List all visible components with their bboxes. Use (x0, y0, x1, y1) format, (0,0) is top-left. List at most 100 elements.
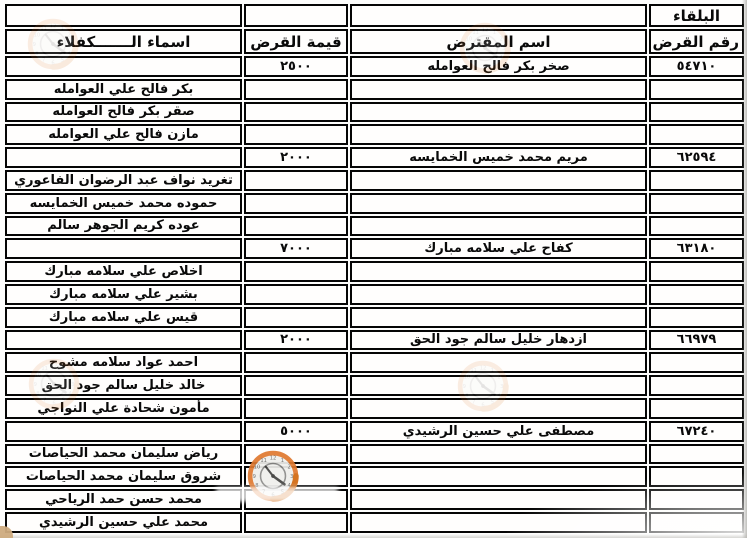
amount-cell (244, 511, 348, 533)
amount-cell: ٥٠٠٠ (244, 420, 348, 442)
amount-cell (244, 352, 348, 374)
loan-number-cell: ٥٤٧١٠ (649, 56, 744, 77)
borrower-cell (350, 101, 647, 123)
table-row: تغريد نواف عبد الرضوان الفاعوري (5, 169, 744, 191)
guarantor-cell (5, 329, 242, 351)
table-row: بكر فالح علي العوامله (5, 78, 744, 100)
borrower-cell (350, 397, 647, 419)
loan-number-cell (649, 124, 744, 146)
amount-cell (244, 306, 348, 328)
table-row: رياض سليمان محمد الحياصات (5, 443, 744, 465)
borrower-cell: مريم محمد خميس الخمايسه (350, 147, 647, 168)
table-row: عوده كريم الجوهر سالم (5, 215, 744, 237)
column-header-amount: قيمة القرض (244, 29, 348, 54)
loan-number-cell (649, 101, 744, 123)
borrower-cell (350, 261, 647, 282)
borrower-cell (350, 192, 647, 214)
table-row: خالد خليل سالم جود الحق (5, 375, 744, 396)
guarantor-cell: احمد عواد سلامه مشوح (5, 352, 242, 374)
amount-cell (244, 397, 348, 419)
empty-cell (244, 4, 348, 27)
guarantor-cell: قيس علي سلامه مبارك (5, 306, 242, 328)
loan-number-cell (649, 375, 744, 396)
amount-cell (244, 466, 348, 488)
loan-number-cell (649, 192, 744, 214)
empty-cell (350, 4, 647, 27)
table-row: البلقاء (5, 4, 744, 27)
loan-number-cell (649, 261, 744, 282)
borrower-cell: ازدهار خليل سالم جود الحق (350, 329, 647, 351)
table-row: شروق سليمان محمد الحياصات (5, 466, 744, 488)
amount-cell: ٢٠٠٠ (244, 147, 348, 168)
borrower-cell (350, 375, 647, 396)
amount-cell (244, 78, 348, 100)
table-header-row: رقم القرض اسم المقترض قيمة القرض اسماء ا… (5, 29, 744, 54)
borrower-cell (350, 352, 647, 374)
borrower-cell (350, 443, 647, 465)
table-row: اخلاص علي سلامه مبارك (5, 261, 744, 282)
region-header-cell: البلقاء (649, 4, 744, 27)
guarantor-cell: عوده كريم الجوهر سالم (5, 215, 242, 237)
guarantor-cell: تغريد نواف عبد الرضوان الفاعوري (5, 169, 242, 191)
loan-number-cell (649, 397, 744, 419)
table-row: حموده محمد خميس الخمايسه (5, 192, 744, 214)
amount-cell: ٢٠٠٠ (244, 329, 348, 351)
table-row: ٦٢٥٩٤ مريم محمد خميس الخمايسه ٢٠٠٠ (5, 147, 744, 168)
guarantor-cell: محمد حسن حمد الرياحي (5, 489, 242, 510)
loan-number-cell (649, 466, 744, 488)
guarantor-cell: خالد خليل سالم جود الحق (5, 375, 242, 396)
borrower-cell: مصطفى علي حسين الرشيدي (350, 420, 647, 442)
amount-cell (244, 169, 348, 191)
amount-cell: ٢٥٠٠ (244, 56, 348, 77)
table-row: محمد حسن حمد الرياحي (5, 489, 744, 510)
guarantor-cell: بكر فالح علي العوامله (5, 78, 242, 100)
amount-cell (244, 101, 348, 123)
amount-cell (244, 375, 348, 396)
guarantor-cell: شروق سليمان محمد الحياصات (5, 466, 242, 488)
table-row: مازن فالح علي العوامله (5, 124, 744, 146)
loan-number-cell (649, 352, 744, 374)
guarantor-cell: رياض سليمان محمد الحياصات (5, 443, 242, 465)
borrower-cell: صخر بكر فالح العوامله (350, 56, 647, 77)
guarantor-cell: صقر بكر فالح العوامله (5, 101, 242, 123)
table-row: قيس علي سلامه مبارك (5, 306, 744, 328)
loan-number-cell (649, 306, 744, 328)
amount-cell (244, 261, 348, 282)
guarantor-cell (5, 238, 242, 260)
borrower-cell: كفاح علي سلامه مبارك (350, 238, 647, 260)
borrower-cell (350, 283, 647, 305)
loan-number-cell (649, 511, 744, 533)
table-row: مأمون شحادة علي النواجي (5, 397, 744, 419)
loan-number-cell: ٦٦٩٧٩ (649, 329, 744, 351)
loan-number-cell (649, 443, 744, 465)
amount-cell (244, 443, 348, 465)
borrower-cell (350, 511, 647, 533)
table-row: ٦٦٩٧٩ ازدهار خليل سالم جود الحق ٢٠٠٠ (5, 329, 744, 351)
loan-number-cell (649, 489, 744, 510)
amount-cell: ٧٠٠٠ (244, 238, 348, 260)
amount-cell (244, 124, 348, 146)
guarantor-cell (5, 147, 242, 168)
guarantor-cell (5, 420, 242, 442)
table-row: ٦٧٢٤٠ مصطفى علي حسين الرشيدي ٥٠٠٠ (5, 420, 744, 442)
borrower-cell (350, 489, 647, 510)
column-header-loan-number: رقم القرض (649, 29, 744, 54)
loan-number-cell: ٦٣١٨٠ (649, 238, 744, 260)
amount-cell (244, 192, 348, 214)
column-header-borrower: اسم المقترض (350, 29, 647, 54)
borrower-cell (350, 169, 647, 191)
table-row: احمد عواد سلامه مشوح (5, 352, 744, 374)
loans-table: البلقاء رقم القرض اسم المقترض قيمة القرض… (3, 2, 746, 535)
borrower-cell (350, 306, 647, 328)
guarantor-cell: بشير علي سلامه مبارك (5, 283, 242, 305)
empty-cell (5, 4, 242, 27)
borrower-cell (350, 124, 647, 146)
guarantor-cell: مازن فالح علي العوامله (5, 124, 242, 146)
borrower-cell (350, 78, 647, 100)
table-row: محمد علي حسين الرشيدي (5, 511, 744, 533)
amount-cell (244, 283, 348, 305)
guarantor-cell: اخلاص علي سلامه مبارك (5, 261, 242, 282)
loan-number-cell (649, 215, 744, 237)
column-header-guarantors: اسماء الـــــــكفلاء (5, 29, 242, 54)
